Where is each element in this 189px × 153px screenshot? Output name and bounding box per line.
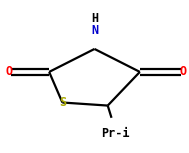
- Text: S: S: [59, 96, 66, 109]
- Text: O: O: [6, 65, 13, 78]
- Text: N: N: [91, 24, 98, 37]
- Text: Pr-i: Pr-i: [101, 127, 129, 140]
- Text: O: O: [180, 65, 187, 78]
- Text: H: H: [91, 12, 98, 25]
